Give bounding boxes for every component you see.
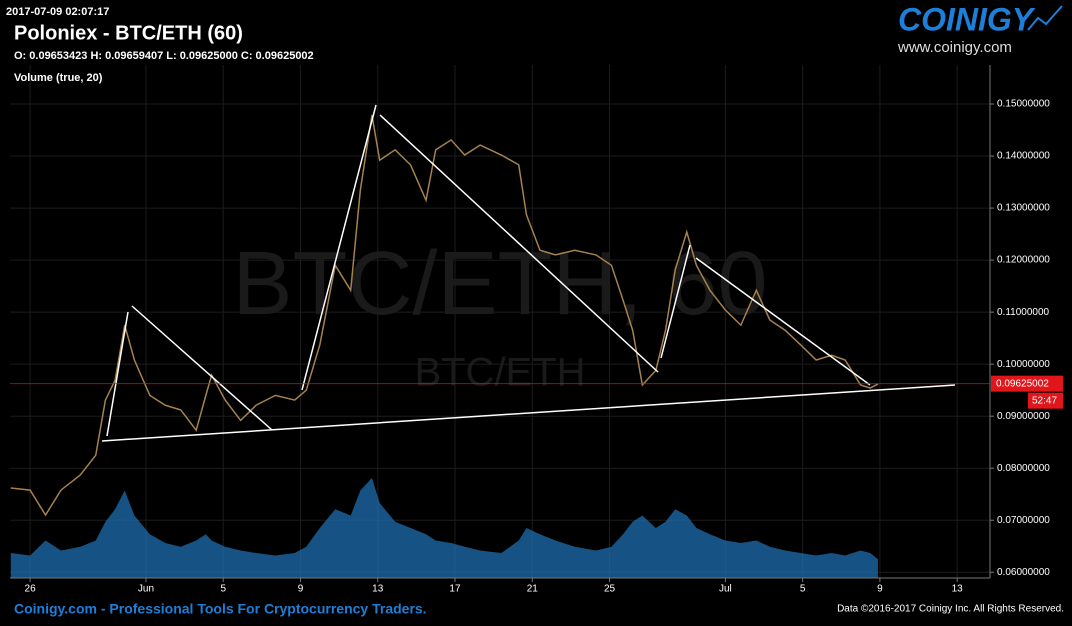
- volume-label: Volume (true, 20): [14, 72, 103, 84]
- y-tick-label: 0.13000000: [997, 203, 1050, 214]
- countdown: 52:47: [1032, 395, 1057, 406]
- watermark-large: BTC/ETH, 60: [232, 234, 767, 334]
- x-tick-label: 5: [800, 584, 806, 595]
- y-tick-label: 0.14000000: [997, 151, 1050, 162]
- x-tick-label: Jul: [719, 584, 732, 595]
- y-tick-label: 0.06000000: [997, 567, 1050, 578]
- logo-url: www.coinigy.com: [897, 39, 1012, 56]
- volume-area: [10, 478, 878, 578]
- trendline: [106, 311, 129, 437]
- x-tick-label: 9: [298, 584, 304, 595]
- price-line: [10, 114, 879, 517]
- y-tick-label: 0.07000000: [997, 515, 1050, 526]
- trendline: [301, 104, 377, 391]
- x-tick-label: Jun: [138, 584, 154, 595]
- x-tick-label: 21: [527, 584, 539, 595]
- footer-right: Data ©2016-2017 Coinigy Inc. All Rights …: [837, 604, 1064, 615]
- trendline: [379, 114, 659, 373]
- trendline: [660, 244, 691, 359]
- countdown-box: [1028, 392, 1063, 409]
- trendlines: [101, 104, 956, 442]
- y-tick-label: 0.11000000: [997, 307, 1050, 318]
- trendline: [131, 305, 273, 431]
- y-tick-label: 0.09000000: [997, 411, 1050, 422]
- x-tick-label: 17: [449, 584, 461, 595]
- y-tick-label: 0.10000000: [997, 359, 1050, 370]
- title: Poloniex - BTC/ETH (60): [14, 22, 243, 44]
- last-price-label: 0.09625002: [996, 378, 1049, 389]
- y-tick-label: 0.08000000: [997, 463, 1050, 474]
- ohlc: O: 0.09653423 H: 0.09659407 L: 0.0962500…: [14, 50, 314, 62]
- y-tick-label: 0.15000000: [997, 99, 1050, 110]
- y-tick-label: 0.12000000: [997, 255, 1050, 266]
- watermark-small: BTC/ETH: [414, 351, 585, 395]
- trendline: [695, 257, 871, 386]
- x-tick-label: 13: [372, 584, 384, 595]
- x-tick-label: 25: [604, 584, 616, 595]
- footer-left: Coinigy.com - Professional Tools For Cry…: [14, 601, 427, 617]
- x-tick-label: 13: [952, 584, 964, 595]
- plot: [10, 65, 990, 578]
- logo-icon: [1027, 5, 1063, 31]
- trendline: [101, 384, 956, 442]
- x-tick-label: 26: [25, 584, 37, 595]
- logo: COINIGY: [898, 1, 1036, 37]
- last-price-box: [991, 375, 1063, 392]
- x-tick-label: 9: [877, 584, 883, 595]
- timestamp: 2017-07-09 02:07:17: [6, 6, 109, 18]
- x-tick-label: 5: [220, 584, 226, 595]
